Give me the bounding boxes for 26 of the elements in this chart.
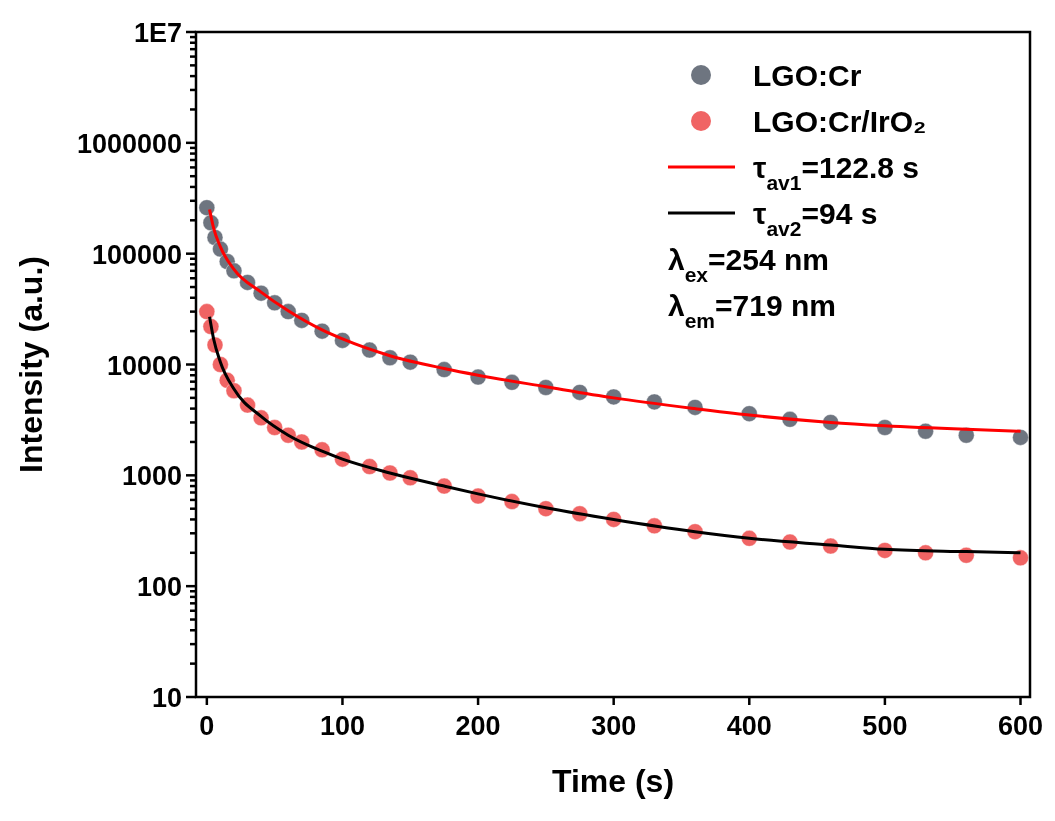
x-tick-label: 400 [726,711,772,741]
y-tick-label: 10000 [106,350,182,381]
point [198,303,216,321]
legend-label: LGO:Cr/IrO₂ [753,105,927,138]
y-axis-title: Intensity (a.u.) [13,256,49,473]
x-tick-label: 0 [199,711,215,741]
legend-label: LGO:Cr [753,59,862,92]
x-tick-label: 600 [997,711,1044,741]
y-tick-label: 100 [136,572,182,603]
y-tick-label: 1000000 [76,128,182,159]
x-tick-label: 300 [591,711,637,741]
y-tick-label: 100000 [91,239,182,270]
point [1012,428,1030,446]
point [1012,549,1030,567]
x-tick-label: 100 [319,711,365,741]
legend-label: τ$_{av2}$=94 s [753,197,878,240]
y-tick-label: 1E7 [133,18,182,48]
y-tick-label: 10 [151,683,182,713]
legend-label: τ$_{av1}$=122.8 s [753,151,920,194]
point [198,199,216,217]
y-tick-label: 1000 [121,461,182,492]
annotation: λ$_{ex}$=254 nm [668,243,829,286]
x-axis-title: Time (s) [551,763,675,799]
annotation: λ$_{em}$=719 nm [668,289,836,332]
x-tick-label: 500 [862,711,908,741]
x-tick-label: 200 [455,711,501,741]
